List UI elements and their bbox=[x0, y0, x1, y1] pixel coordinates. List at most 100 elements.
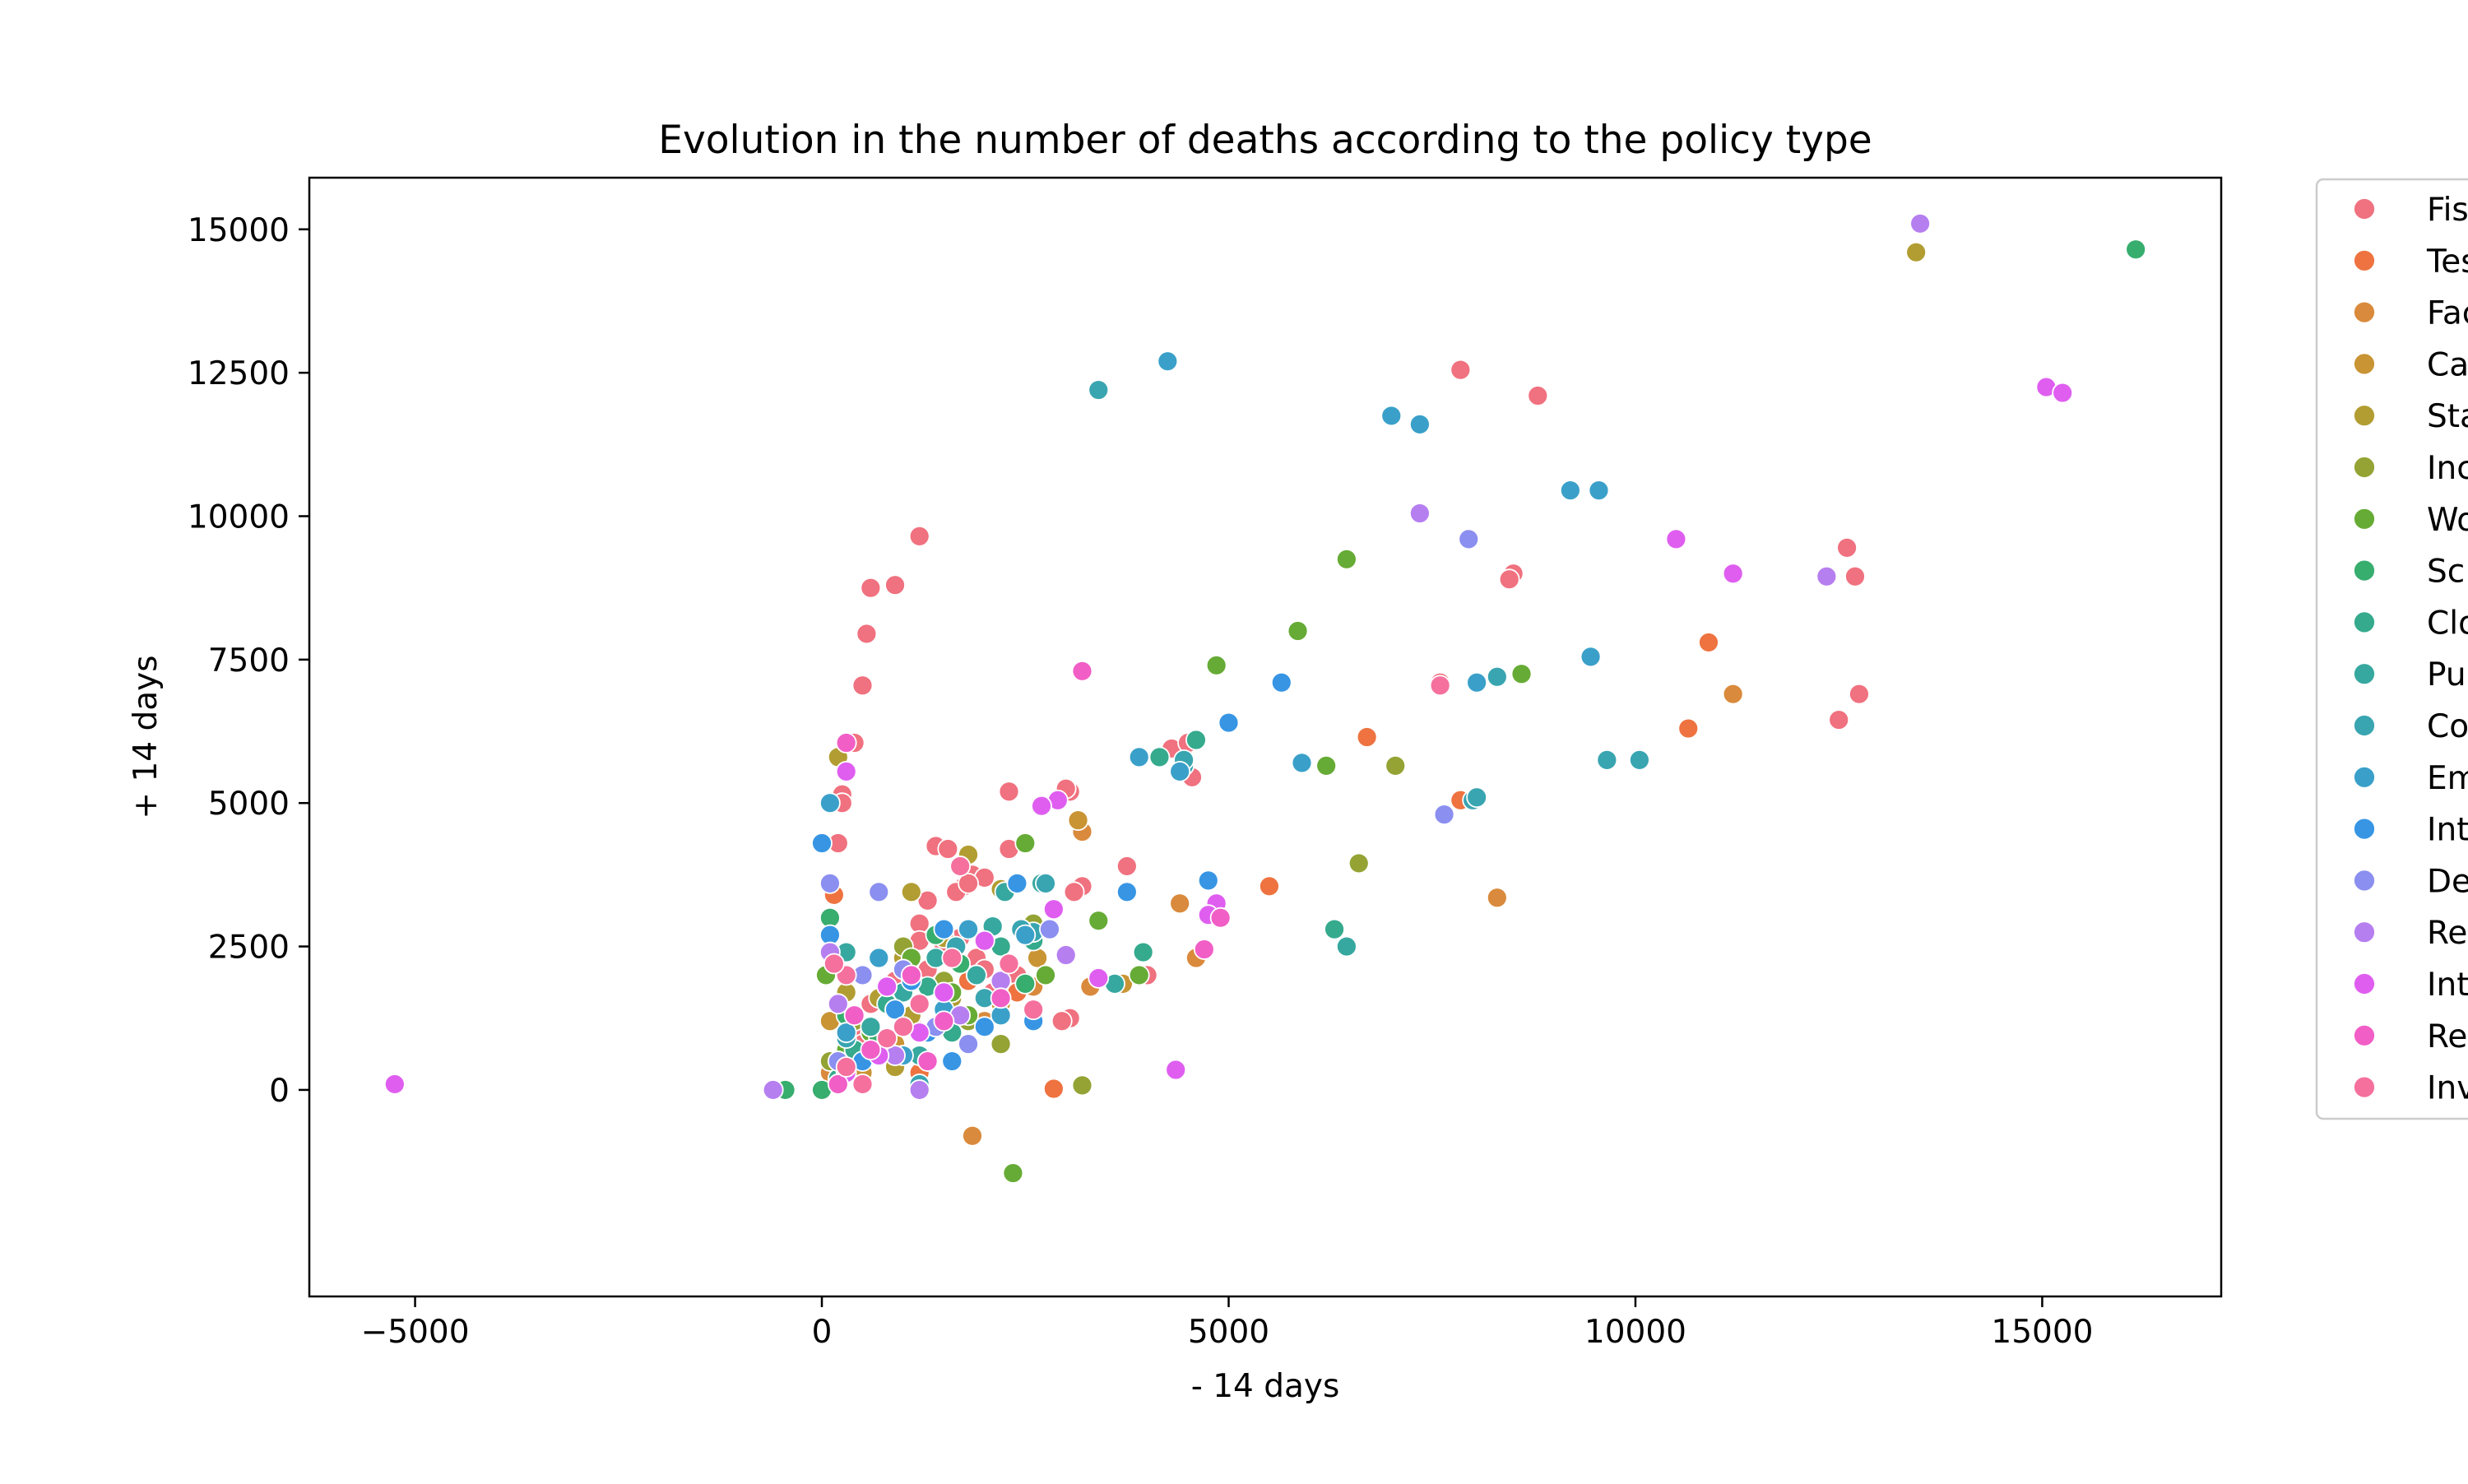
data-point bbox=[1909, 212, 1931, 234]
data-point bbox=[937, 838, 959, 860]
data-point bbox=[868, 947, 890, 969]
y-tick-label: 10000 bbox=[188, 499, 290, 536]
data-point bbox=[1486, 665, 1508, 688]
data-point bbox=[973, 1016, 995, 1038]
x-tick-label: 0 bbox=[812, 1314, 833, 1351]
legend-marker bbox=[2353, 300, 2376, 324]
data-point bbox=[1014, 832, 1037, 854]
data-point bbox=[1088, 379, 1110, 401]
data-point bbox=[827, 1074, 849, 1095]
data-point bbox=[973, 930, 995, 952]
data-point bbox=[1315, 754, 1338, 777]
data-point bbox=[1116, 881, 1138, 903]
data-point bbox=[1408, 413, 1431, 435]
data-point bbox=[1466, 786, 1488, 809]
data-point bbox=[949, 856, 972, 877]
data-point bbox=[998, 781, 1020, 803]
x-tick-label: −5000 bbox=[361, 1314, 470, 1351]
data-point bbox=[962, 1125, 983, 1147]
data-point bbox=[1035, 872, 1056, 894]
y-tick-label: 2500 bbox=[208, 930, 290, 967]
y-tick-label: 7500 bbox=[208, 642, 290, 679]
data-point bbox=[1408, 503, 1431, 524]
data-point bbox=[860, 1039, 882, 1061]
data-point bbox=[1035, 964, 1056, 986]
data-point bbox=[1356, 726, 1378, 748]
x-tick-label: 15000 bbox=[1991, 1314, 2093, 1351]
legend-marker bbox=[2353, 972, 2376, 995]
series-15 bbox=[383, 376, 2074, 1095]
series-16 bbox=[827, 660, 1232, 1095]
data-point bbox=[933, 918, 955, 940]
data-point bbox=[835, 732, 857, 754]
data-point bbox=[868, 881, 890, 903]
data-point bbox=[1023, 999, 1045, 1021]
series-14 bbox=[762, 212, 1931, 1101]
y-tick-label: 15000 bbox=[188, 212, 290, 249]
data-point bbox=[1665, 528, 1687, 550]
data-point bbox=[827, 993, 849, 1015]
data-point bbox=[1588, 480, 1610, 502]
legend-label: Sc bbox=[2427, 554, 2465, 591]
data-point bbox=[1486, 887, 1508, 909]
data-point bbox=[1844, 565, 1866, 587]
data-point bbox=[835, 1022, 857, 1044]
data-point bbox=[1205, 654, 1227, 676]
x-tick-label: 5000 bbox=[1188, 1314, 1269, 1351]
data-point bbox=[1055, 944, 1077, 966]
data-point bbox=[856, 623, 878, 645]
legend-label: Co bbox=[2427, 708, 2468, 745]
data-point bbox=[1165, 1059, 1187, 1081]
data-point bbox=[1836, 536, 1858, 559]
data-point bbox=[1580, 646, 1602, 668]
data-point bbox=[2052, 382, 2074, 404]
data-point bbox=[933, 981, 955, 1004]
y-tick-label: 0 bbox=[269, 1073, 290, 1110]
data-point bbox=[1042, 1078, 1065, 1100]
y-axis-label: + 14 days bbox=[128, 655, 165, 819]
data-point bbox=[1291, 752, 1313, 774]
data-point bbox=[990, 987, 1012, 1009]
data-point bbox=[1559, 480, 1581, 502]
data-point bbox=[823, 953, 845, 975]
legend-label: Sta bbox=[2427, 398, 2468, 435]
legend-marker bbox=[2353, 197, 2376, 220]
data-point bbox=[958, 872, 979, 894]
data-point bbox=[966, 964, 987, 986]
data-point bbox=[1002, 1162, 1024, 1184]
data-point bbox=[908, 525, 930, 547]
legend-label: Wo bbox=[2427, 502, 2468, 539]
legend-label: Int bbox=[2427, 812, 2468, 849]
data-point bbox=[1042, 898, 1065, 921]
data-point bbox=[1067, 809, 1089, 832]
data-point bbox=[1209, 907, 1232, 929]
data-point bbox=[1116, 856, 1138, 877]
data-point bbox=[908, 1079, 930, 1101]
data-point bbox=[1905, 241, 1928, 263]
data-point bbox=[1849, 683, 1870, 705]
data-point bbox=[908, 993, 930, 1015]
legend-marker bbox=[2353, 662, 2376, 686]
data-point bbox=[819, 872, 841, 894]
series-5 bbox=[819, 754, 1407, 1097]
legend-label: Clo bbox=[2427, 605, 2468, 642]
data-point bbox=[1433, 804, 1455, 826]
data-point bbox=[884, 574, 906, 596]
data-point bbox=[851, 1074, 874, 1095]
data-point bbox=[860, 1016, 882, 1038]
data-point bbox=[933, 1010, 955, 1032]
data-point bbox=[1193, 939, 1215, 960]
data-point bbox=[941, 947, 963, 969]
data-point bbox=[1088, 967, 1110, 989]
legend: Fis Tes Fac Ca Sta Inc Wo Sc Clo Pu Co Em Int De Re Int… bbox=[2315, 178, 2468, 1120]
data-point bbox=[1071, 1074, 1093, 1097]
data-point bbox=[1051, 1010, 1073, 1032]
data-point bbox=[1287, 620, 1309, 642]
data-point bbox=[1324, 918, 1345, 940]
data-point bbox=[1006, 872, 1028, 894]
data-point bbox=[843, 1004, 865, 1027]
legend-label: De bbox=[2427, 863, 2468, 900]
data-point bbox=[1157, 350, 1179, 373]
data-point bbox=[958, 1033, 979, 1055]
